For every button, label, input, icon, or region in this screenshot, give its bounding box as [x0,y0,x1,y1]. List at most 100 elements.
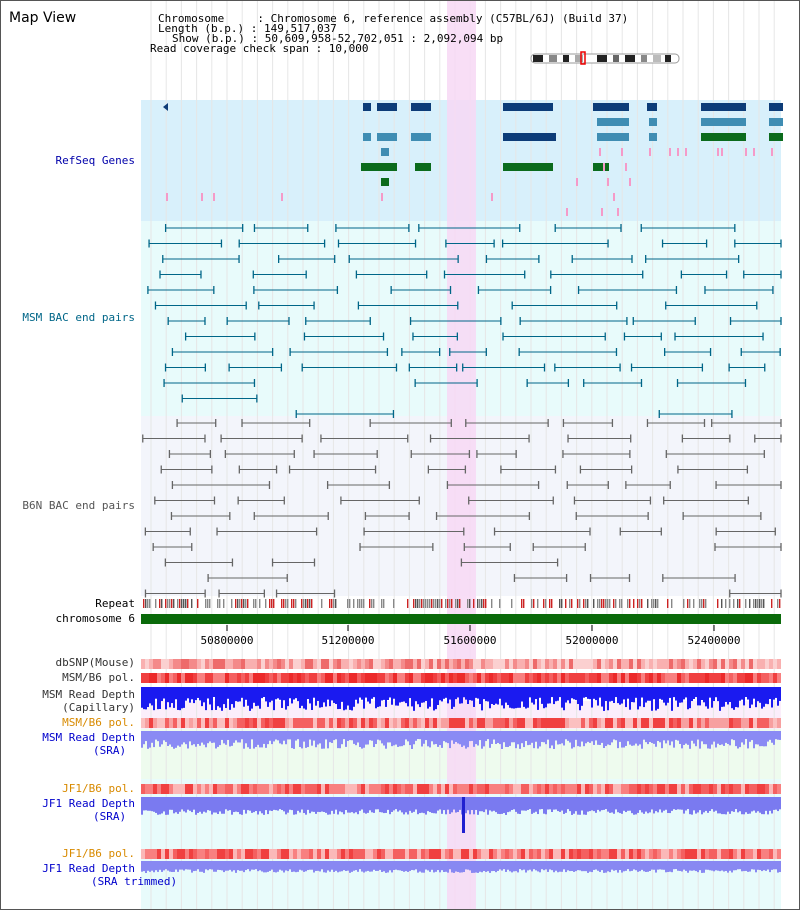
heat-cell [725,718,729,728]
track-label-refseq[interactable]: RefSeq Genes [55,154,135,167]
heat-cell [453,849,457,859]
depth-bar [667,687,669,703]
depth-bar [697,687,699,706]
depth-bar [359,861,361,870]
depth-bar [511,731,513,743]
track-label-b6n-bac[interactable]: B6N BAC end pairs [22,499,135,512]
repeat-mark [577,599,579,608]
heat-cell [273,849,277,859]
heat-cell [581,784,585,794]
gene-exon [377,103,397,111]
depth-bar [707,731,709,749]
depth-bar [329,687,331,707]
depth-bar [645,861,647,872]
depth-bar [171,861,173,872]
track-label-jf1-depth-trim: JF1 Read Depth [42,862,135,875]
depth-bar [631,731,633,746]
depth-bar [191,687,193,700]
depth-bar [565,731,567,740]
heat-cell [185,784,189,794]
depth-bar [337,861,339,873]
heat-cell [441,849,445,859]
depth-bar [609,861,611,873]
depth-bar [299,797,301,813]
repeat-mark [447,599,449,608]
depth-bar [177,731,179,746]
depth-bar [247,731,249,748]
repeat-mark [753,599,755,608]
heat-cell [209,718,213,728]
depth-bar [401,797,403,813]
heat-cell [261,659,265,669]
heat-cell [509,659,513,669]
heat-cell [277,849,281,859]
depth-bar [197,797,199,813]
depth-bar [643,687,645,708]
depth-bar [527,731,529,746]
depth-bar [769,731,771,740]
heat-cell [721,659,725,669]
repeat-mark [633,599,635,608]
heat-cell [345,673,349,683]
depth-bar [349,731,351,741]
heat-cell [689,659,693,669]
repeat-mark [231,599,233,608]
heat-cell [437,673,441,683]
depth-bar [419,731,421,740]
depth-bar [773,861,775,870]
heat-cell [489,718,493,728]
depth-bar [371,731,373,741]
depth-bar [687,797,689,810]
depth-bar [675,731,677,740]
depth-bar [757,687,759,702]
heat-cell [285,718,289,728]
heat-cell [245,849,249,859]
heat-cell [237,718,241,728]
heat-cell [481,784,485,794]
depth-bar [179,731,181,747]
depth-bar [541,687,543,704]
heat-cell [185,718,189,728]
heat-cell [249,718,253,728]
depth-bar [507,731,509,748]
depth-bar [657,731,659,741]
depth-bar [209,731,211,742]
repeat-mark [383,599,385,608]
depth-bar [555,687,557,702]
depth-bar [433,687,435,711]
depth-bar [533,861,535,870]
repeat-mark [511,599,513,608]
depth-bar [689,687,691,709]
depth-bar [693,861,695,871]
heat-cell [181,718,185,728]
gene-exon [649,118,657,126]
gene-exon [701,133,746,141]
depth-bar [279,861,281,870]
heat-cell [237,784,241,794]
depth-bar [733,731,735,741]
depth-bar [659,687,661,699]
heat-cell [337,673,341,683]
gene-arrow [163,103,168,111]
depth-bar [569,687,571,704]
depth-bar [603,861,605,873]
repeat-mark [295,599,297,608]
depth-bar [147,797,149,811]
depth-bar [301,861,303,871]
depth-bar [321,797,323,812]
track-label-msm-bac[interactable]: MSM BAC end pairs [22,311,135,324]
depth-bar [569,861,571,872]
depth-bar [547,687,549,704]
heat-cell [617,659,621,669]
gene-exon [381,148,389,156]
heat-cell [661,718,665,728]
depth-bar [701,687,703,701]
heat-cell [349,718,353,728]
depth-bar [187,797,189,810]
heat-cell [161,659,165,669]
depth-bar [261,861,263,872]
depth-bar [465,861,467,870]
depth-bar [403,687,405,702]
depth-bar [661,731,663,749]
